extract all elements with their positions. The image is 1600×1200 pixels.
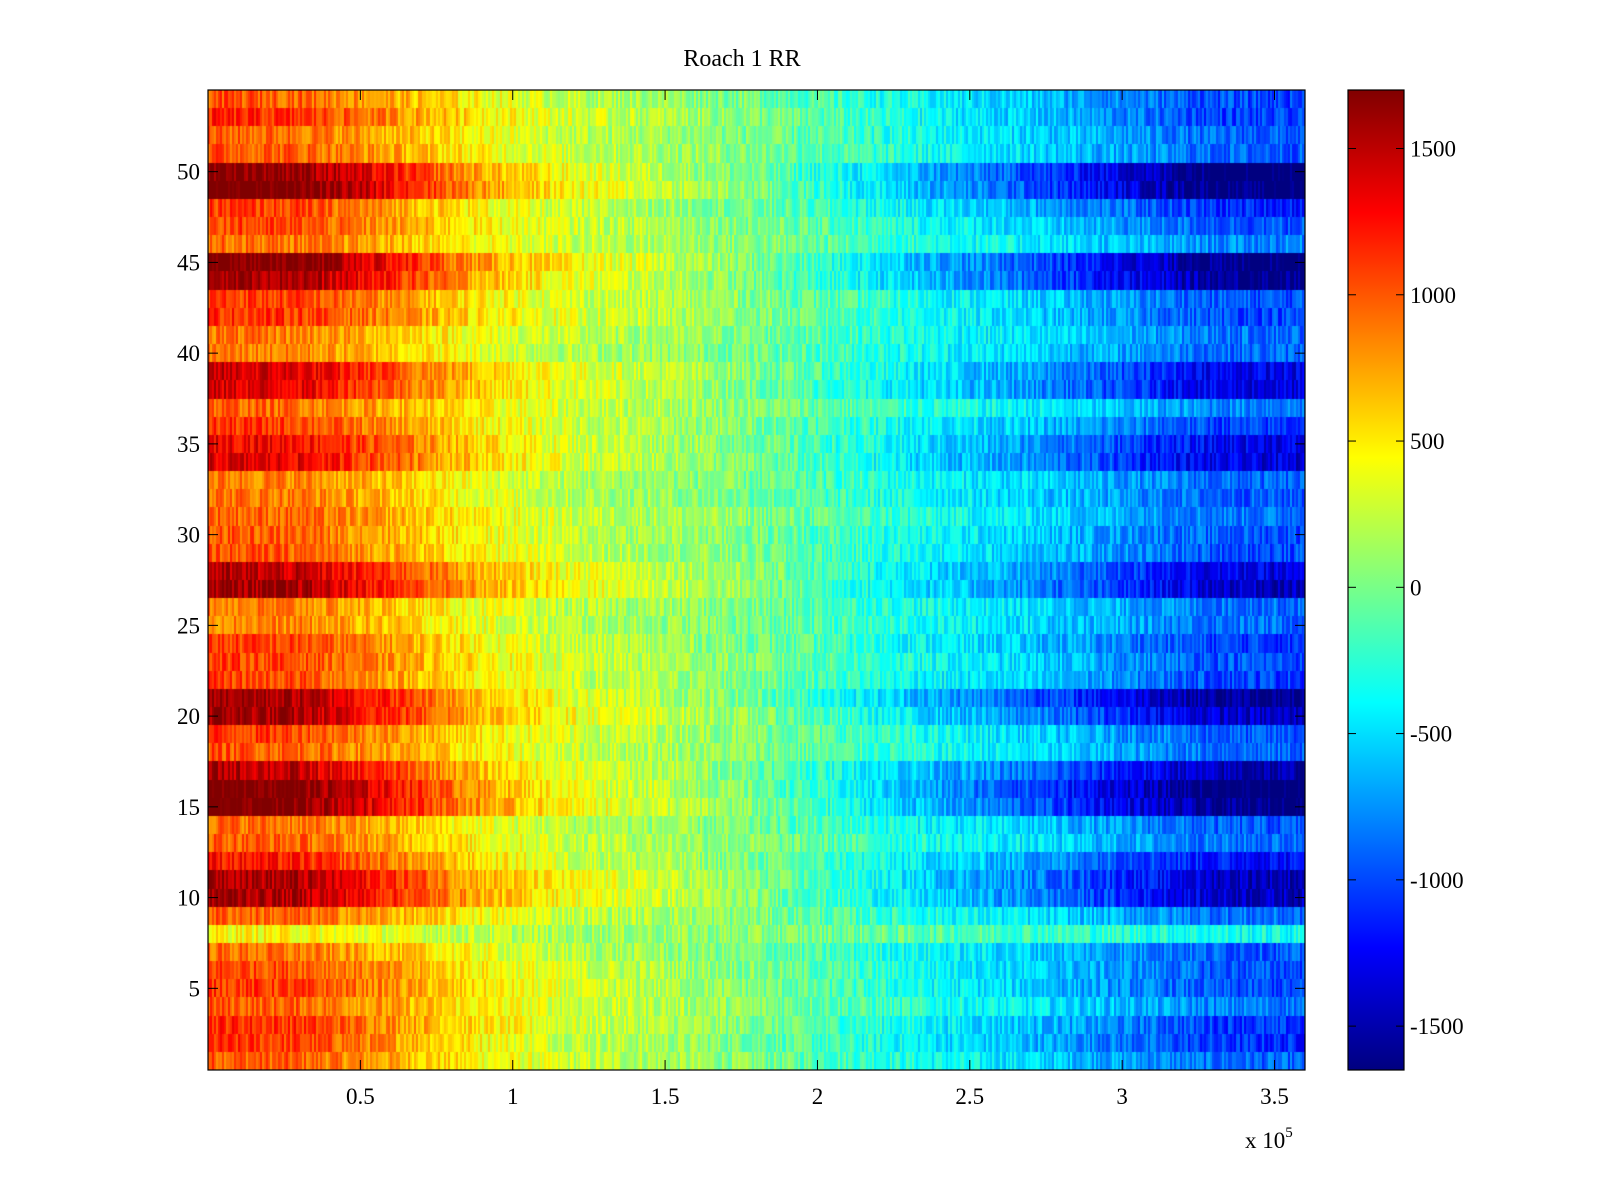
colorbar-ticks: 1500 1000 500 0 -500 -1000 -1500 bbox=[1348, 137, 1464, 1039]
plot-frame bbox=[207, 89, 1306, 1071]
heatmap-area bbox=[207, 89, 1306, 1071]
y-tick-label: 40 bbox=[177, 341, 200, 366]
x-multiplier-label: x 105 bbox=[1245, 1125, 1293, 1153]
y-tick-label: 10 bbox=[177, 886, 200, 911]
colorbar-gradient bbox=[1347, 89, 1405, 1071]
y-tick-label: 15 bbox=[177, 795, 200, 820]
x-tick-label: 3.5 bbox=[1260, 1084, 1289, 1109]
y-tick-label: 5 bbox=[189, 976, 201, 1001]
chart-title: Roach 1 RR bbox=[683, 46, 800, 72]
colorbar-tick-label: 1500 bbox=[1410, 137, 1456, 162]
colorbar-tick-label: -1000 bbox=[1410, 868, 1464, 893]
heatmap-cells bbox=[208, 90, 1305, 1070]
colorbar-tick-label: -1500 bbox=[1410, 1014, 1464, 1039]
heatmap-image-holder bbox=[208, 90, 1305, 1070]
colorbar-tick-label: 1000 bbox=[1410, 283, 1456, 308]
x-tick-label: 3 bbox=[1116, 1084, 1128, 1109]
y-tick-label: 45 bbox=[177, 250, 200, 275]
x-tick-label: 2.5 bbox=[955, 1084, 984, 1109]
y-tick-label: 25 bbox=[177, 613, 200, 638]
x-multiplier-exponent: 5 bbox=[1285, 1125, 1293, 1141]
x-tick-label: 0.5 bbox=[346, 1084, 375, 1109]
x-tick-label: 1 bbox=[507, 1084, 519, 1109]
x-tick-label: 2 bbox=[812, 1084, 824, 1109]
x-tick-label: 1.5 bbox=[651, 1084, 680, 1109]
y-axis: 5 10 15 20 25 30 35 40 45 50 bbox=[177, 160, 1305, 1001]
x-axis: 0.5 1 1.5 2 2.5 3 3.5 bbox=[346, 90, 1289, 1109]
colorbar-tick-label: 0 bbox=[1410, 575, 1422, 600]
colorbar: 1500 1000 500 0 -500 -1000 -1500 bbox=[1347, 89, 1464, 1071]
x-multiplier-base: x 10 bbox=[1245, 1128, 1285, 1153]
colorbar-tick-label: -500 bbox=[1410, 722, 1452, 747]
y-tick-label: 35 bbox=[177, 432, 200, 457]
y-tick-label: 50 bbox=[177, 160, 200, 185]
colorbar-tick-label: 500 bbox=[1410, 429, 1445, 454]
y-tick-label: 20 bbox=[177, 704, 200, 729]
y-tick-label: 30 bbox=[177, 523, 200, 548]
